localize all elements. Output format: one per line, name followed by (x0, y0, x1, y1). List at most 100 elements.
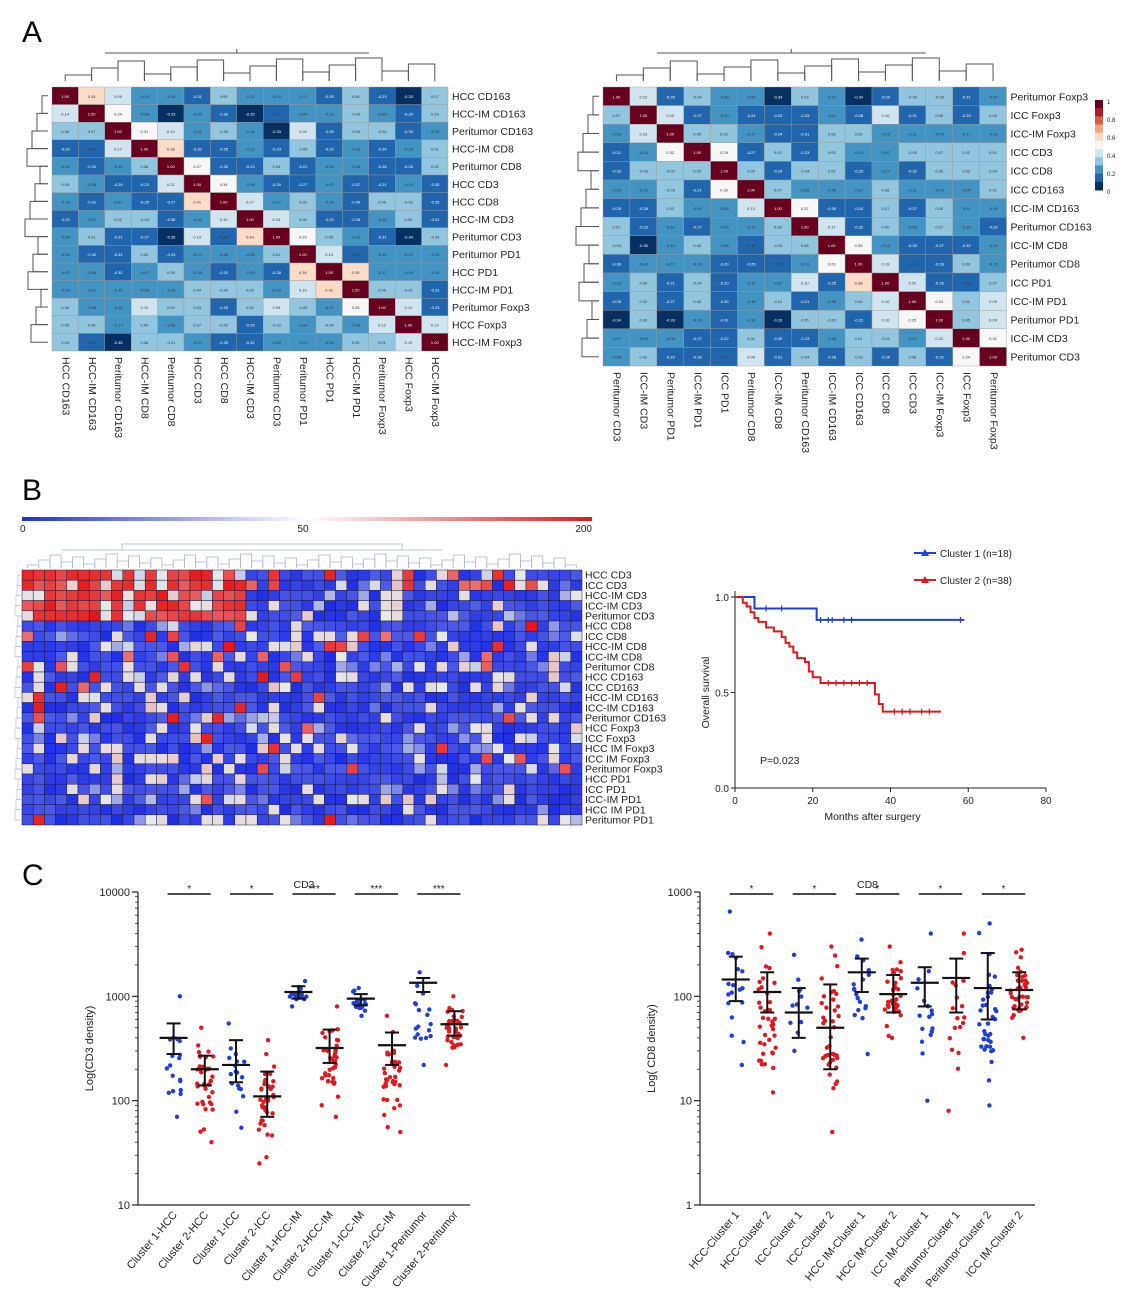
heatmap-cell (133, 794, 146, 805)
dendrogram-link (777, 72, 806, 81)
data-point (381, 1066, 387, 1071)
row-label: Peritumor Foxp3 (585, 764, 663, 776)
heatmap-cell (346, 722, 359, 734)
heatmap-cell (324, 600, 336, 612)
heatmap-cell (357, 651, 370, 663)
heatmap-cell (234, 681, 247, 693)
cell-value: 0.13 (405, 340, 414, 345)
heatmap-cell (268, 753, 280, 765)
heatmap-cell (111, 712, 124, 724)
cell-value: -0.29 (272, 182, 282, 187)
dendrogram-link (104, 49, 369, 54)
cell-value: -0.07 (113, 199, 123, 204)
heatmap-cell (346, 773, 359, 785)
heatmap-cell (44, 661, 56, 673)
dendrogram-link (486, 563, 499, 568)
heatmap-cell (234, 814, 247, 826)
heatmap-cell (279, 600, 292, 612)
heatmap-cell (77, 590, 90, 601)
cell-value: 0.07 (431, 94, 440, 99)
cell-value: -0.33 (219, 111, 229, 116)
heatmap-cell (189, 743, 202, 754)
survival-curve-2 (735, 596, 942, 713)
cell-value: -0.08 (719, 243, 729, 248)
heatmap-cell (122, 590, 135, 601)
cell-value: -0.33 (612, 169, 622, 174)
data-point (851, 986, 857, 992)
heatmap-cell (66, 763, 79, 775)
heatmap-cell (21, 702, 34, 714)
heatmap-cell (144, 671, 157, 683)
column-label: HCC CD3 (191, 357, 203, 404)
dendrogram-link (804, 65, 833, 81)
heatmap-cell (32, 671, 45, 683)
heatmap-cell (480, 620, 493, 632)
cell-value: -0.23 (377, 94, 387, 99)
cell-value: -0.33 (693, 355, 703, 360)
data-point (334, 1037, 340, 1043)
heatmap-cell (268, 630, 280, 642)
data-point (898, 969, 903, 974)
cell-value: -0.16 (639, 150, 649, 155)
heatmap-cell (380, 569, 392, 581)
column-label: ICC PD1 (718, 372, 730, 414)
data-point (887, 944, 892, 949)
heatmap-cell (312, 569, 325, 581)
heatmap-cell (21, 794, 34, 805)
heatmap-cell (346, 651, 359, 663)
dendrogram-link (17, 697, 21, 708)
heatmap-cell (256, 620, 269, 632)
heatmap-cell (480, 814, 493, 826)
cell-value: -0.14 (298, 323, 308, 328)
heatmap-cell (88, 743, 101, 754)
heatmap-cell (424, 732, 437, 744)
heatmap-cell (133, 579, 146, 591)
heatmap-cell (268, 579, 280, 591)
data-point (799, 994, 804, 999)
heatmap-cell (178, 569, 191, 581)
heatmap-cell (324, 630, 336, 642)
heatmap-cell (290, 600, 303, 612)
heatmap-cell (223, 743, 236, 754)
data-point (726, 981, 731, 987)
data-point (830, 1019, 835, 1024)
heatmap-cell (357, 579, 370, 591)
heatmap-cell (368, 651, 381, 663)
heatmap-cell (111, 722, 124, 734)
heatmap-cell (469, 763, 482, 775)
heatmap-cell (559, 651, 572, 663)
scale-swatch (1095, 149, 1103, 158)
heatmap-cells (21, 569, 583, 826)
data-point (393, 1074, 398, 1080)
heatmap-cell (368, 692, 381, 703)
heatmap-cell (424, 702, 437, 714)
heatmap-cell (133, 630, 146, 642)
heatmap-cell (301, 610, 314, 622)
heatmap-cell (570, 743, 583, 754)
data-point (209, 1139, 214, 1145)
heatmap-cell (178, 610, 191, 622)
heatmap-cell (436, 579, 448, 591)
cell-value: -0.20 (61, 147, 71, 152)
data-point (762, 1042, 767, 1047)
cell-value: -0.25 (325, 129, 335, 134)
heatmap-cell (368, 814, 381, 826)
heatmap-cell (44, 630, 56, 642)
heatmap-cell (144, 783, 157, 795)
y-tick-label: 1000 (668, 887, 692, 899)
heatmap-cell (88, 600, 101, 612)
cell-value: -0.04 (800, 169, 810, 174)
heatmap-cell (44, 763, 56, 775)
heatmap-cell (77, 692, 90, 703)
cell-value: -0.02 (827, 318, 837, 323)
heatmap-cell (391, 722, 404, 734)
cell-value: 0.01 (989, 150, 998, 155)
heatmap-cell (290, 783, 303, 795)
heatmap-cell (178, 671, 191, 683)
cell-value: -0.26 (377, 164, 387, 169)
heatmap-cell (144, 712, 157, 724)
dendrogram-link (408, 562, 420, 568)
cell-value: -0.18 (746, 299, 756, 304)
cell-value: 0.24 (114, 111, 123, 116)
heatmap-cell (458, 783, 471, 795)
